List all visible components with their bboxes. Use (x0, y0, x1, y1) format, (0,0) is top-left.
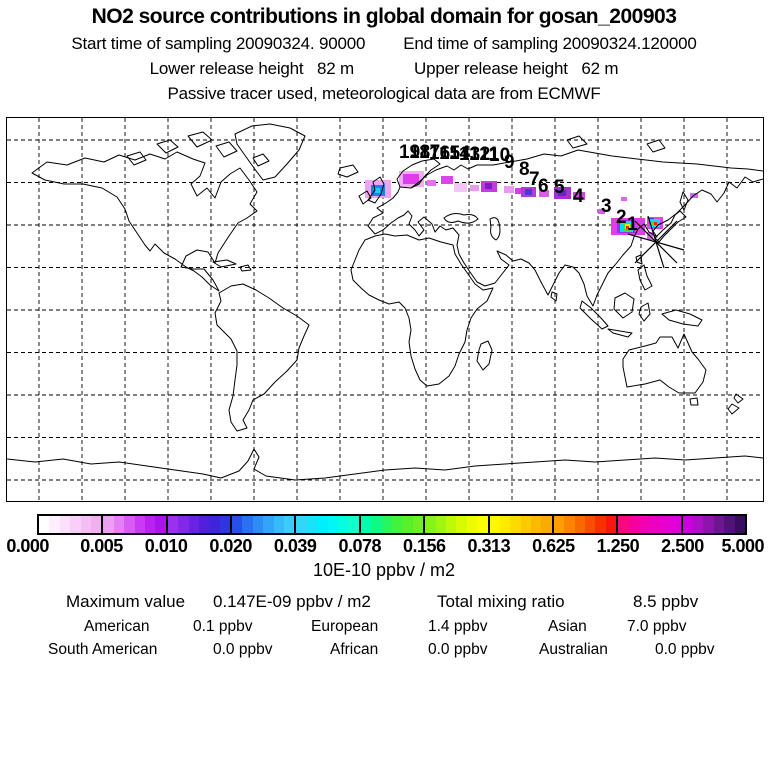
trajectory-hour-label: 3 (601, 196, 612, 217)
plot-title: NO2 source contributions in global domai… (91, 5, 677, 28)
trajectory-hour-label: 16 (429, 143, 450, 164)
concentration-patch (515, 188, 523, 194)
trajectory-hour-label: 7 (529, 169, 540, 190)
trajectory-hour-label: 8 (519, 159, 530, 180)
tracer-note-text: Passive tracer used, meteorological data… (167, 84, 601, 103)
european-label: European (311, 618, 379, 635)
concentration-patch (454, 183, 467, 192)
tracer-note-line: Passive tracer used, meteorological data… (0, 84, 768, 104)
colorbar-tick-label: 5.000 (721, 536, 765, 556)
release-heights-line: Lower release height 82 m Upper release … (0, 59, 768, 79)
south-american-label: South American (48, 641, 158, 658)
trajectory-hour-label: 6 (538, 176, 549, 197)
lower-release-text: Lower release height 82 m (149, 59, 355, 78)
trajectory-hour-label: 5 (554, 177, 565, 198)
colorbar-tick-label: 0.313 (467, 536, 511, 556)
asian-value: 7.0 ppbv (627, 618, 687, 635)
south-american-value: 0.0 ppbv (213, 641, 273, 658)
colorbar-tick-label: 0.010 (144, 536, 188, 556)
upper-release-text: Upper release height 62 m (414, 59, 619, 78)
concentration-patch (427, 180, 436, 186)
world-map: 19 18 17 16 15 14 13 12 11 10 9 8 7 6 5 4 3 2 1 (6, 117, 764, 502)
concentration-patch (441, 176, 453, 184)
colorbar-tick-label: 0.078 (338, 536, 381, 556)
colorbar-segment (103, 516, 168, 533)
colorbar-tick-label: 2.500 (661, 536, 704, 556)
colorbar-segment (489, 516, 554, 533)
african-value: 0.0 ppbv (428, 641, 488, 658)
trajectory-hour-label: 15 (439, 143, 461, 164)
colorbar-tick-label: 1.250 (596, 536, 640, 556)
concentration-patch (558, 190, 566, 196)
trajectory-hour-label: 1 (627, 214, 638, 235)
trajectory-hour-label: 19 (399, 142, 420, 163)
colorbar-segment (39, 516, 104, 533)
max-value-number: 0.147E-09 ppbv / m2 (213, 592, 371, 611)
concentration-patch (485, 183, 492, 189)
concentration-patch (470, 185, 479, 191)
trajectory-hour-label: 13 (459, 144, 480, 165)
concentration-patch (525, 189, 532, 195)
american-label: American (84, 618, 150, 635)
concentration-patch (654, 222, 657, 225)
mixing-ratio-value: 8.5 ppbv (633, 592, 699, 611)
australian-label: Australian (539, 641, 608, 658)
australian-value: 0.0 ppbv (655, 641, 715, 658)
european-value: 1.4 ppbv (428, 618, 488, 635)
african-label: African (330, 641, 379, 658)
colorbar-tick-labels: 0.000 0.005 0.010 0.020 0.039 0.078 0.156 0.313… (0, 536, 768, 558)
trajectory-hour-label: 17 (419, 142, 440, 163)
mixing-ratio-label: Total mixing ratio (437, 592, 565, 611)
trajectory-hour-label: 14 (449, 143, 471, 164)
colorbar-segment (167, 516, 233, 533)
start-time-text: Start time of sampling 20090324. 90000 (71, 34, 366, 53)
concentration-patch (539, 190, 549, 197)
colorbar-tick-label: 0.000 (6, 536, 49, 556)
colorbar-segment (232, 516, 297, 533)
colorbar-units-label: 10E-10 ppbv / m2 (312, 560, 456, 580)
end-time-text: End time of sampling 20090324.120000 (403, 34, 697, 53)
colorbar (37, 514, 747, 535)
trajectory-hour-label: 2 (616, 207, 627, 228)
trajectory-hour-label: 4 (573, 186, 584, 207)
concentration-patch (573, 192, 585, 200)
asian-label: Asian (548, 618, 587, 635)
concentration-patch (504, 186, 514, 193)
colorbar-segment (425, 516, 490, 533)
colorbar-segment (553, 516, 619, 533)
concentration-patch (375, 188, 380, 193)
concentration-patch (621, 197, 627, 201)
receptor-star-marker (627, 215, 685, 269)
colorbar-tick-label: 0.039 (273, 536, 317, 556)
trajectory-hour-label: 9 (504, 152, 515, 173)
sampling-times-line: Start time of sampling 20090324. 90000 E… (0, 34, 768, 54)
world-coastlines (7, 123, 763, 481)
trajectory-hour-label: 10 (489, 145, 510, 166)
american-value: 0.1 ppbv (193, 618, 253, 635)
colorbar-tick-label: 0.005 (80, 536, 123, 556)
colorbar-tick-label: 0.020 (209, 536, 252, 556)
trajectory-hour-label: 11 (479, 144, 500, 165)
concentration-patch (626, 226, 629, 229)
concentration-patch (403, 174, 419, 184)
trajectory-hour-label: 12 (469, 144, 490, 165)
colorbar-tick-label: 0.625 (532, 536, 575, 556)
colorbar-segment (360, 516, 426, 533)
max-value-label: Maximum value (66, 592, 186, 611)
colorbar-segment (618, 516, 683, 533)
trajectory-hour-label: 18 (409, 142, 430, 163)
concentration-patch (598, 209, 605, 214)
colorbar-tick-label: 0.156 (402, 536, 446, 556)
map-gridlines (7, 118, 763, 500)
colorbar-segment (682, 516, 745, 533)
colorbar-segment (296, 516, 361, 533)
